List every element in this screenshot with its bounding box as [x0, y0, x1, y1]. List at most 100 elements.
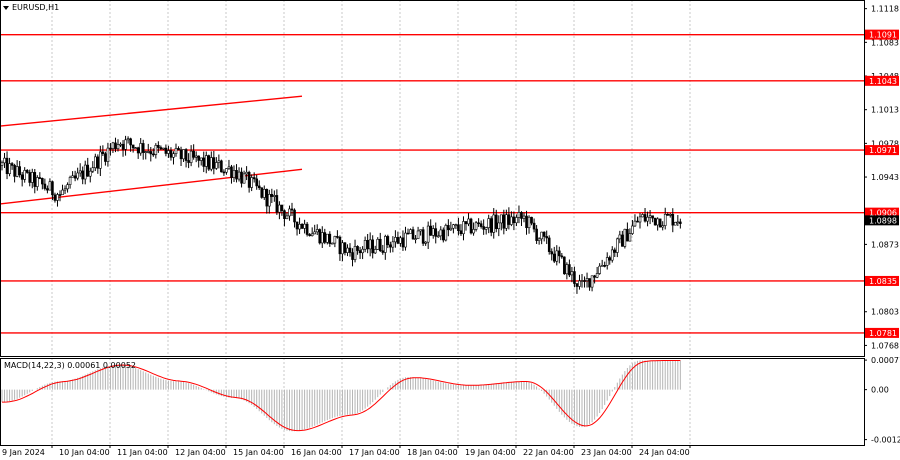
candle-body — [41, 178, 44, 185]
time-tick-label: 22 Jan 04:00 — [523, 448, 574, 457]
time-tick-label: 11 Jan 04:00 — [117, 448, 168, 457]
candle-body — [366, 240, 369, 250]
candle-body — [270, 194, 274, 197]
candle-body — [265, 188, 269, 207]
candle-body — [303, 223, 306, 229]
candle-body — [336, 236, 339, 238]
candle-body — [378, 238, 382, 252]
candle-body — [585, 278, 589, 282]
candle-body — [207, 155, 211, 170]
candle-body — [20, 174, 24, 180]
candle-body — [449, 227, 453, 231]
candle-body — [257, 185, 261, 189]
candle-body — [479, 223, 483, 227]
candle-body — [197, 155, 200, 161]
candle-body — [111, 142, 115, 149]
candle-body — [275, 195, 279, 213]
candle-body — [172, 153, 175, 158]
candle-body — [13, 165, 16, 177]
candle-body — [318, 229, 322, 244]
level-price-tag — [865, 75, 899, 86]
candle-body — [326, 233, 329, 243]
level-price-label: 1.0971 — [869, 146, 897, 155]
candle-body — [174, 148, 178, 154]
candle-body — [598, 265, 601, 274]
candle-body — [154, 145, 158, 155]
candle-body — [507, 214, 511, 225]
candle-body — [285, 215, 289, 220]
candle-body — [646, 216, 649, 222]
candle-body — [51, 181, 54, 196]
candle-body — [189, 150, 193, 163]
candle-body — [278, 204, 281, 213]
horizontal-levels — [0, 33, 864, 334]
candle-body — [262, 188, 266, 198]
candle-body — [341, 242, 344, 255]
time-tick-label: 24 Jan 04:00 — [639, 448, 690, 457]
candle-body — [381, 250, 385, 253]
candle-body — [394, 237, 397, 243]
dropdown-triangle-icon[interactable] — [3, 6, 9, 10]
time-axis[interactable]: 9 Jan 2024 10 Jan 04:00 11 Jan 04:00 12 Jan… — [2, 445, 691, 457]
candle-body — [194, 155, 198, 158]
candle-body — [416, 230, 420, 239]
level-price-label: 1.0781 — [869, 329, 897, 338]
candle-body — [610, 249, 614, 261]
candle-body — [399, 237, 402, 244]
candle-body — [149, 151, 153, 155]
candle-body — [389, 244, 392, 248]
candle-body — [61, 189, 64, 196]
candle-body — [305, 223, 309, 235]
candle-body — [613, 249, 617, 253]
candle-body — [129, 138, 132, 146]
candle-body — [663, 214, 667, 226]
candle-body — [583, 280, 586, 282]
level-price-label: 1.1043 — [869, 77, 897, 86]
candle-body — [532, 222, 536, 230]
candle-body — [273, 195, 276, 197]
macd-tick-label: 0.00 — [871, 386, 889, 395]
candle-body — [658, 218, 662, 228]
candle-body — [600, 265, 604, 267]
candle-body — [210, 157, 213, 170]
candle-body — [136, 147, 140, 154]
grid-lines — [51, 0, 691, 445]
candle-body — [290, 208, 294, 211]
candle-body — [621, 234, 624, 247]
candle-body — [467, 218, 470, 225]
candle-body — [237, 171, 241, 180]
candle-body — [255, 178, 258, 187]
candle-body — [401, 237, 405, 248]
candle-body — [492, 214, 496, 233]
candle-body — [442, 229, 445, 241]
candle-body — [182, 149, 185, 160]
candle-body — [8, 163, 11, 174]
candle-body — [547, 237, 551, 252]
candle-body — [56, 194, 59, 201]
candle-body — [338, 236, 342, 255]
candle-body — [250, 177, 253, 188]
candle-body — [464, 221, 468, 225]
candle-body — [43, 183, 47, 189]
candle-body — [192, 150, 195, 158]
candle-body — [570, 271, 574, 276]
candle-body — [484, 227, 488, 230]
candle-body — [489, 218, 493, 233]
symbol-title[interactable]: EURUSD,H1 — [12, 3, 59, 12]
candle-body — [260, 187, 264, 198]
candle-body — [320, 232, 324, 244]
candle-body — [616, 238, 619, 253]
candle-body — [510, 216, 513, 225]
level-labels: 1.1091 1.1043 1.0971 1.0906 1.0835 1.0781 1.08… — [865, 29, 899, 338]
candle-body — [414, 238, 417, 240]
level-price-tag — [865, 29, 899, 40]
candle-body — [419, 229, 422, 232]
candle-body — [134, 147, 137, 150]
time-tick-label: 10 Jan 04:00 — [59, 448, 110, 457]
candle-body — [222, 171, 226, 174]
candle-body — [502, 214, 506, 229]
candle-body — [36, 177, 39, 187]
macd-tick-label: 0.00071 — [871, 356, 900, 365]
candle-body — [560, 255, 564, 258]
candle-body — [202, 157, 206, 167]
